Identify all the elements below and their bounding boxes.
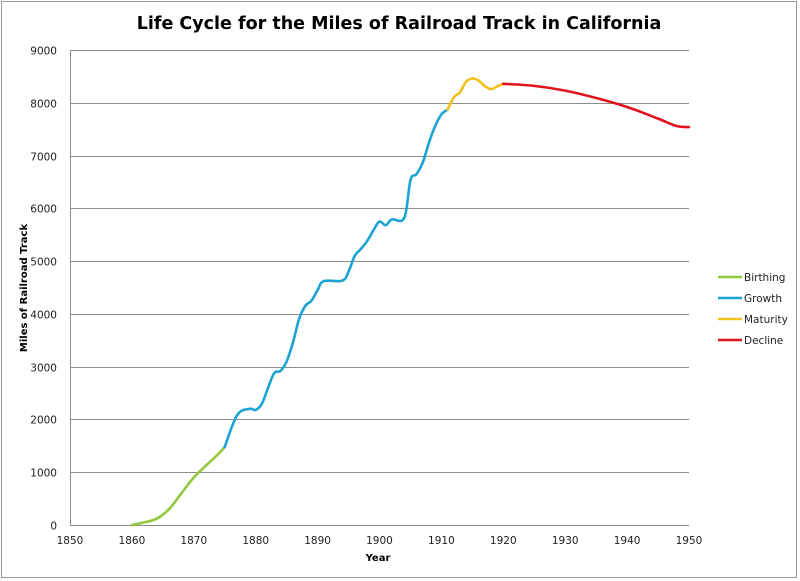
x-tick-label: 1860 xyxy=(119,535,146,547)
x-tick-label: 1890 xyxy=(304,535,331,547)
y-axis-label: Miles of Railroad Track xyxy=(19,224,30,353)
legend-label-birthing: Birthing xyxy=(744,272,785,284)
y-tick-label: 8000 xyxy=(30,99,57,111)
series-line-maturity xyxy=(446,77,505,111)
y-tick-label: 7000 xyxy=(30,152,57,164)
series-line-birthing xyxy=(130,445,227,527)
legend-item-maturity: Maturity xyxy=(718,314,788,326)
legend: Birthing Growth Maturity Decline xyxy=(718,272,788,347)
x-tick-label: 1870 xyxy=(180,535,207,547)
y-tick-label: 3000 xyxy=(30,363,57,375)
legend-label-maturity: Maturity xyxy=(744,314,788,326)
x-tick-label: 1880 xyxy=(242,535,269,547)
gridlines xyxy=(70,50,689,473)
series-lines xyxy=(130,77,691,527)
legend-label-growth: Growth xyxy=(744,293,782,305)
series-line-growth xyxy=(223,108,449,449)
y-tick-label: 1000 xyxy=(30,468,57,480)
x-axis-label: Year xyxy=(365,553,391,564)
x-tick-label: 1930 xyxy=(552,535,579,547)
y-tick-label: 5000 xyxy=(30,257,57,269)
x-tick-labels: 1850 1860 1870 1880 1890 1900 1910 1920 1930 1940… xyxy=(57,535,703,547)
x-tick-label: 1910 xyxy=(428,535,455,547)
y-tick-label: 2000 xyxy=(30,415,57,427)
y-tick-label: 6000 xyxy=(30,204,57,216)
legend-item-decline: Decline xyxy=(718,335,783,347)
series-line-decline xyxy=(502,82,691,129)
axes xyxy=(70,50,689,526)
x-tick-label: 1920 xyxy=(490,535,517,547)
x-tick-label: 1950 xyxy=(676,535,703,547)
x-tick-label: 1940 xyxy=(614,535,641,547)
legend-item-growth: Growth xyxy=(718,293,782,305)
legend-label-decline: Decline xyxy=(744,335,783,347)
y-tick-label: 4000 xyxy=(30,310,57,322)
legend-item-birthing: Birthing xyxy=(718,272,785,284)
x-tick-label: 1900 xyxy=(366,535,393,547)
y-tick-labels: 0 1000 2000 3000 4000 5000 6000 7000 8000 9000 xyxy=(30,46,57,533)
y-tick-label: 9000 xyxy=(30,46,57,58)
y-tick-label: 0 xyxy=(50,521,57,533)
chart-title: Life Cycle for the Miles of Railroad Tra… xyxy=(137,14,662,34)
x-tick-label: 1850 xyxy=(57,535,84,547)
